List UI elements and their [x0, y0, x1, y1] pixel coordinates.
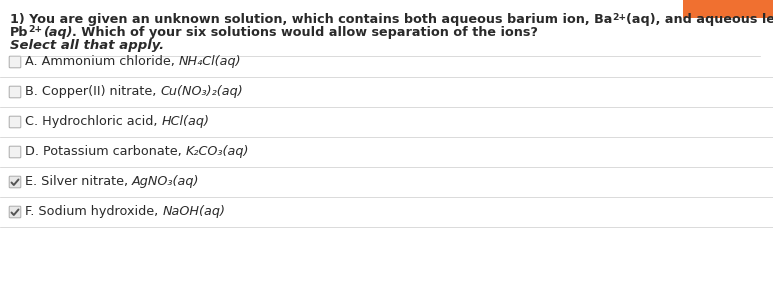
- FancyBboxPatch shape: [9, 206, 21, 218]
- Text: 2+: 2+: [612, 13, 626, 22]
- Text: D. Potassium carbonate,: D. Potassium carbonate,: [25, 146, 186, 158]
- FancyBboxPatch shape: [9, 176, 21, 188]
- Text: Cu(NO₃)₂(aq): Cu(NO₃)₂(aq): [160, 85, 243, 98]
- FancyBboxPatch shape: [9, 86, 21, 98]
- FancyBboxPatch shape: [9, 146, 21, 158]
- Text: AgNO₃(aq): AgNO₃(aq): [132, 176, 199, 188]
- Text: NaOH(aq): NaOH(aq): [162, 206, 225, 218]
- Text: (aq), and aqueous lead(II) ion,: (aq), and aqueous lead(II) ion,: [626, 13, 773, 26]
- Text: K₂CO₃(aq): K₂CO₃(aq): [186, 146, 249, 158]
- FancyBboxPatch shape: [9, 116, 21, 128]
- FancyBboxPatch shape: [9, 56, 21, 68]
- Text: B. Copper(II) nitrate,: B. Copper(II) nitrate,: [25, 85, 160, 98]
- Text: E. Silver nitrate,: E. Silver nitrate,: [25, 176, 132, 188]
- Text: F. Sodium hydroxide,: F. Sodium hydroxide,: [25, 206, 162, 218]
- Text: C. Hydrochloric acid,: C. Hydrochloric acid,: [25, 116, 162, 128]
- Text: Pb: Pb: [10, 26, 29, 39]
- Text: NH₄Cl(aq): NH₄Cl(aq): [179, 56, 241, 68]
- Text: (aq): (aq): [43, 26, 72, 39]
- Text: 1) You are given an unknown solution, which contains both aqueous barium ion, Ba: 1) You are given an unknown solution, wh…: [10, 13, 612, 26]
- Text: HCl(aq): HCl(aq): [162, 116, 209, 128]
- Text: Select all that apply.: Select all that apply.: [10, 39, 164, 52]
- Bar: [683, 0, 773, 18]
- Text: 2+: 2+: [29, 26, 43, 34]
- Text: A. Ammonium chloride,: A. Ammonium chloride,: [25, 56, 179, 68]
- Text: . Which of your six solutions would allow separation of the ions?: . Which of your six solutions would allo…: [72, 26, 538, 39]
